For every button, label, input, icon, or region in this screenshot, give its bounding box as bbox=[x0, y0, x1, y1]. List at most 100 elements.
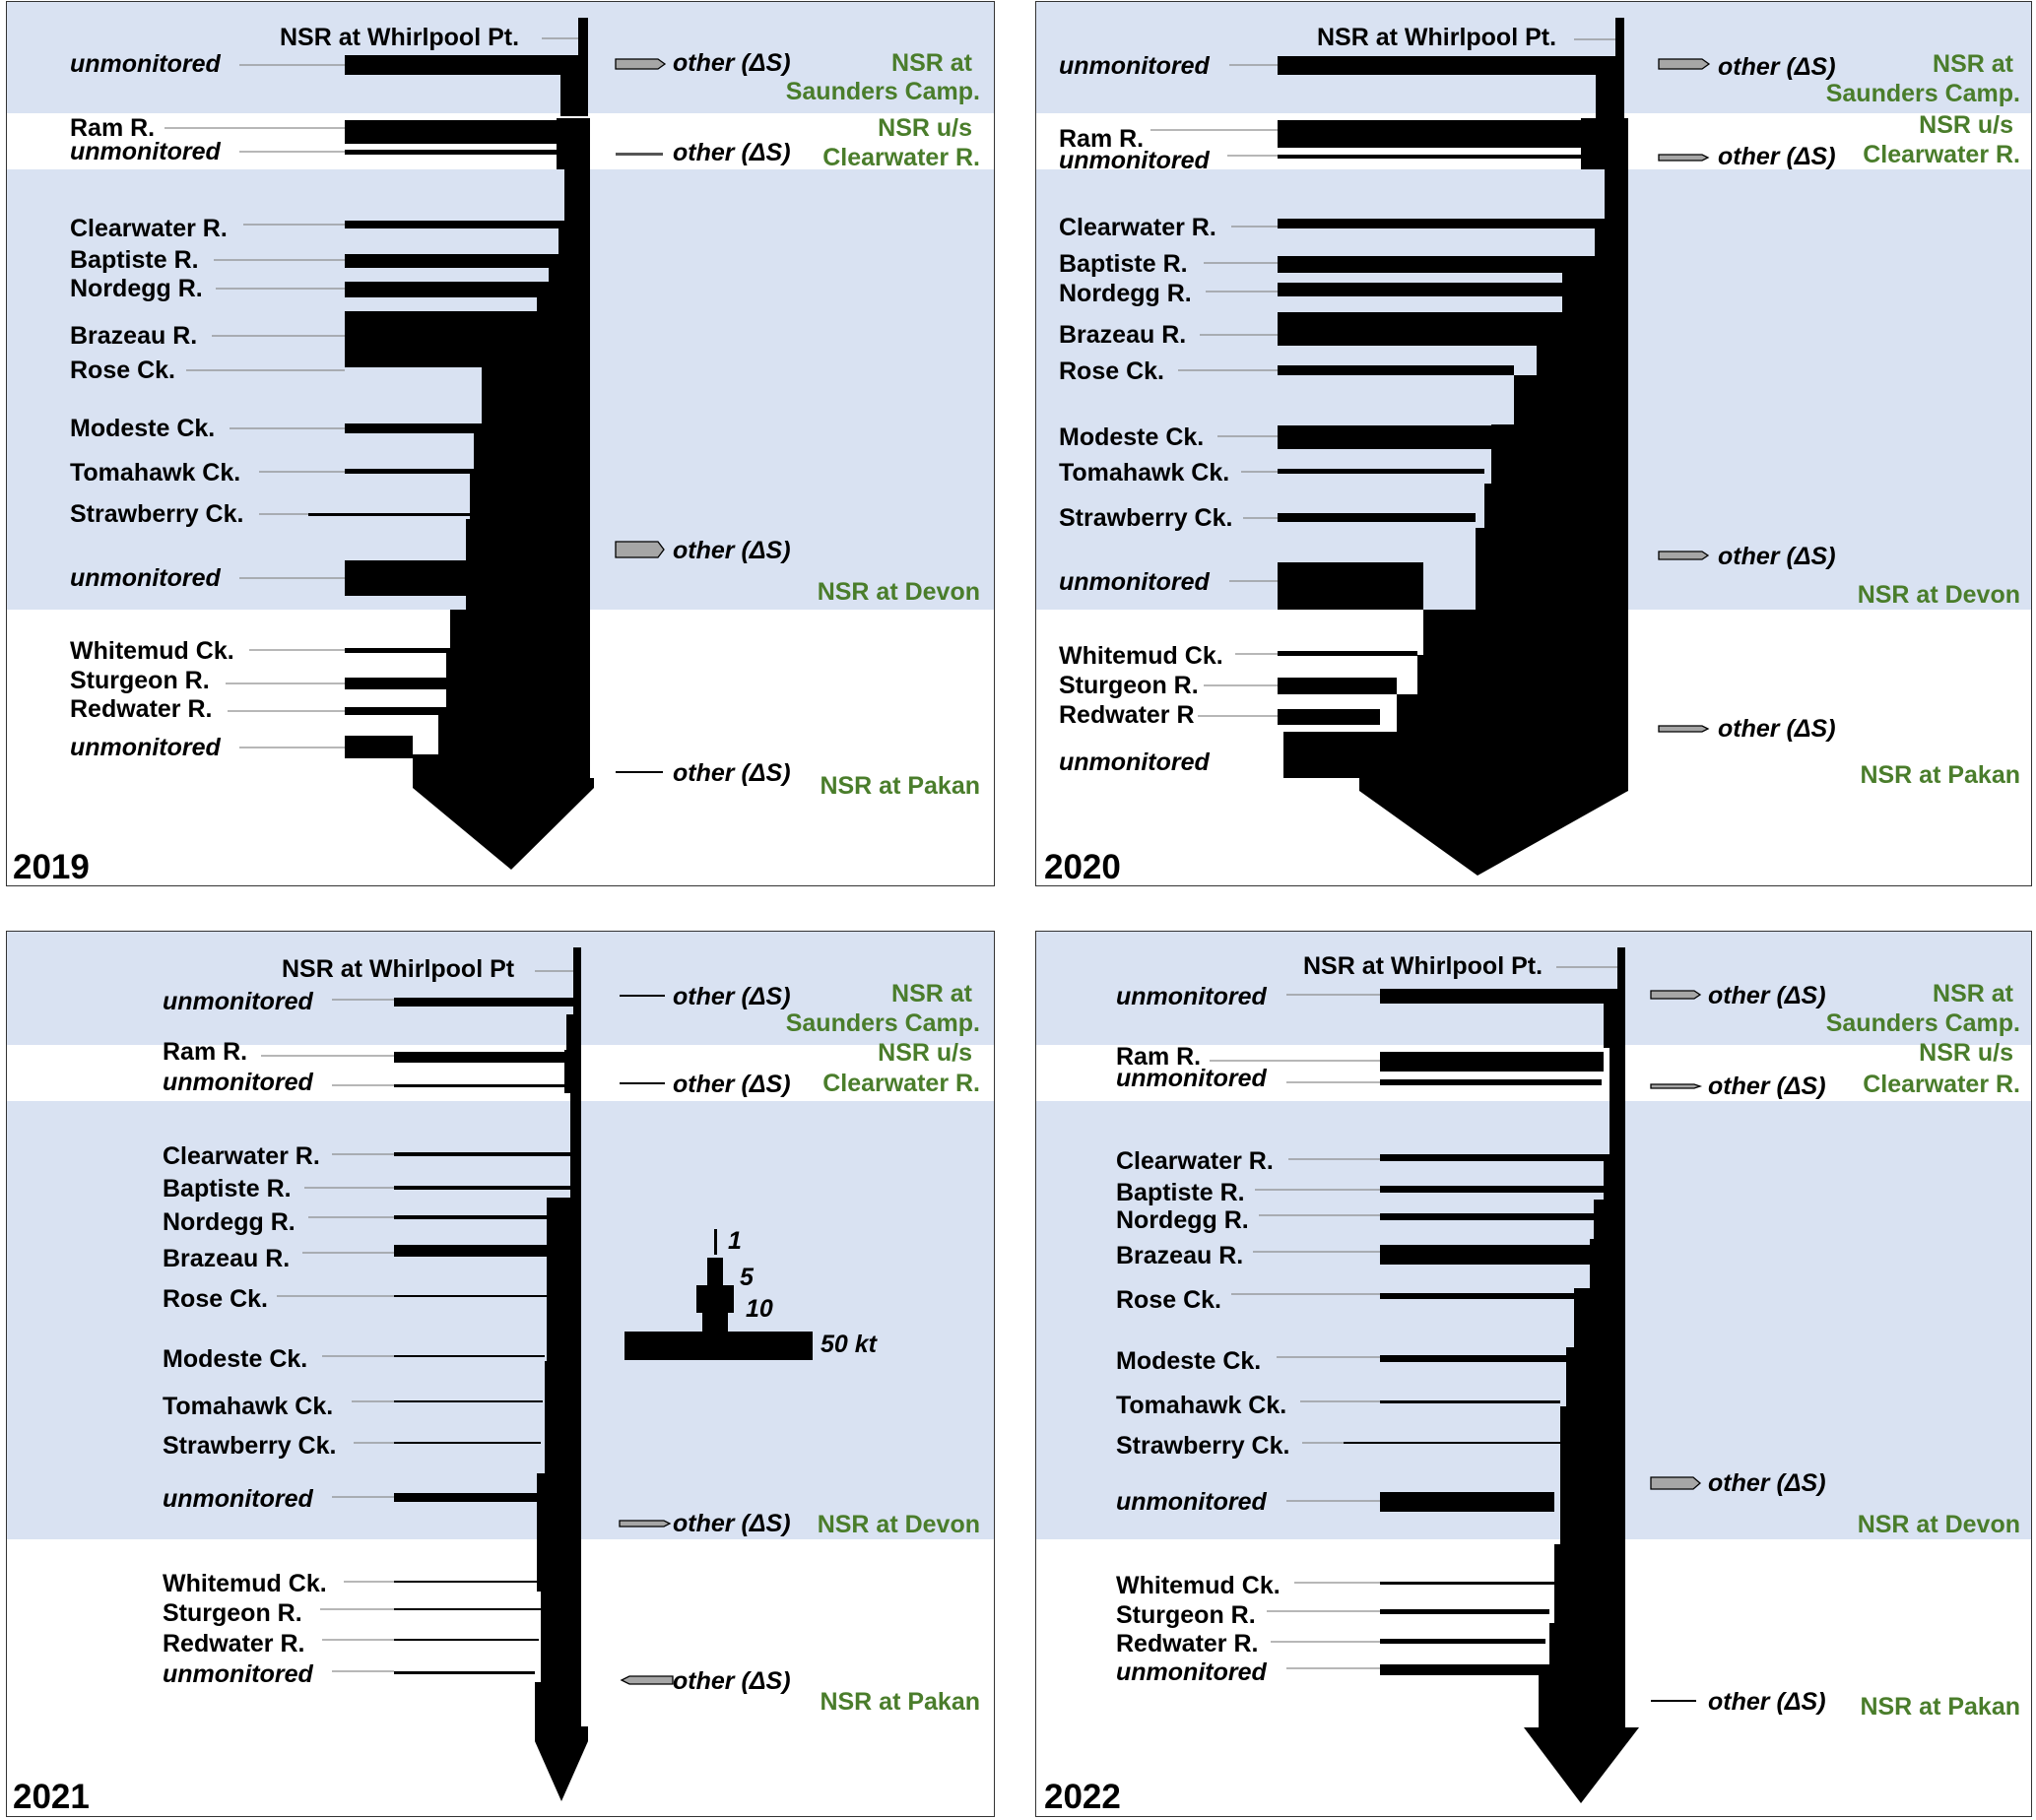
trib-whitemud bbox=[1278, 651, 1417, 656]
scale-label-10: 10 bbox=[746, 1295, 773, 1323]
trib-baptiste bbox=[345, 254, 558, 268]
trib-strawberry bbox=[1344, 1442, 1560, 1444]
other-label: other (ΔS) bbox=[673, 983, 791, 1010]
trib-label: Clearwater R. bbox=[70, 215, 228, 242]
trib-label: Baptiste R. bbox=[163, 1175, 292, 1202]
trib-modeste bbox=[1278, 425, 1491, 449]
trib-label: Nordegg R. bbox=[163, 1208, 296, 1236]
station-whirlpool: NSR at Whirlpool Pt. bbox=[1303, 952, 1543, 980]
trib-label: Tomahawk Ck. bbox=[1116, 1392, 1286, 1419]
trib-label: unmonitored bbox=[163, 1485, 313, 1513]
trib-label: Modeste Ck. bbox=[70, 415, 215, 442]
trib-ram bbox=[345, 120, 561, 144]
trib-tomahawk bbox=[394, 1400, 543, 1402]
trib-rose bbox=[345, 361, 494, 367]
trib-unmonitored-2 bbox=[345, 150, 557, 155]
other-label: other (ΔS) bbox=[1718, 715, 1836, 743]
tributary-bars bbox=[1344, 989, 1617, 1675]
other-label: other (ΔS) bbox=[673, 759, 791, 787]
trib-sturgeon bbox=[1278, 678, 1397, 694]
trib-label: unmonitored bbox=[1059, 147, 1210, 174]
trib-label: unmonitored bbox=[70, 138, 221, 165]
trib-label: unmonitored bbox=[163, 1660, 313, 1688]
station-devon: NSR at Devon bbox=[1858, 581, 2020, 609]
station-us-clearwater-line1: NSR u/s bbox=[878, 114, 972, 142]
trib-ram bbox=[1380, 1052, 1604, 1072]
trib-label: unmonitored bbox=[70, 50, 221, 78]
trib-label: Redwater R bbox=[1059, 701, 1195, 729]
other-label: other (ΔS) bbox=[1718, 543, 1836, 570]
other-label: other (ΔS) bbox=[1708, 982, 1826, 1009]
station-saunders-line2: Saunders Camp. bbox=[1826, 80, 2020, 107]
trib-label: Modeste Ck. bbox=[1116, 1347, 1261, 1375]
leader-lines bbox=[261, 970, 573, 1672]
scale-label-50: 50 kt bbox=[821, 1331, 879, 1358]
tributary-bars bbox=[1278, 56, 1615, 778]
other-arrow-3 bbox=[1658, 551, 1710, 560]
other-arrow-2 bbox=[1658, 154, 1710, 162]
trib-label: Tomahawk Ck. bbox=[163, 1393, 333, 1420]
station-us-clearwater-line2: Clearwater R. bbox=[1863, 141, 2020, 168]
year-label: 2022 bbox=[1044, 1778, 1121, 1816]
trib-label: Sturgeon R. bbox=[70, 667, 210, 694]
trib-label: Brazeau R. bbox=[1116, 1242, 1243, 1269]
station-us-clearwater-line2: Clearwater R. bbox=[822, 144, 980, 171]
leader-lines bbox=[1210, 966, 1617, 1669]
trib-label: Whitemud Ck. bbox=[1059, 642, 1223, 670]
trib-modeste bbox=[345, 423, 482, 433]
trib-baptiste bbox=[394, 1186, 570, 1190]
other-arrow-4 bbox=[620, 1675, 674, 1685]
trib-label: Baptiste R. bbox=[70, 246, 199, 274]
trib-label: unmonitored bbox=[1116, 1065, 1267, 1092]
sankey-2021: 1 5 10 50 kt NSR at Whirlpool Pt NSR at … bbox=[7, 932, 994, 1816]
scale-label-1: 1 bbox=[728, 1227, 742, 1255]
trib-label: unmonitored bbox=[163, 988, 313, 1015]
trib-label: Strawberry Ck. bbox=[1116, 1432, 1289, 1460]
panel-2019: NSR at Whirlpool Pt. NSR at Saunders Cam… bbox=[6, 1, 995, 886]
trib-nordegg bbox=[394, 1215, 566, 1219]
trib-unmonitored-3 bbox=[1278, 562, 1423, 610]
trib-nordegg bbox=[1380, 1213, 1594, 1220]
trib-nordegg bbox=[1278, 283, 1562, 296]
main-flow bbox=[1524, 947, 1639, 1803]
scale-bar-10 bbox=[696, 1285, 734, 1313]
trib-label: Rose Ck. bbox=[163, 1285, 268, 1313]
trib-whitemud bbox=[345, 648, 450, 653]
other-arrow-2 bbox=[1650, 1083, 1703, 1089]
station-pakan: NSR at Pakan bbox=[1860, 761, 2020, 789]
leader-lines bbox=[1150, 38, 1615, 717]
band-saunders bbox=[1036, 932, 2031, 1045]
station-whirlpool: NSR at Whirlpool Pt. bbox=[280, 24, 519, 51]
other-arrow-1 bbox=[615, 58, 667, 70]
sankey-2022: NSR at Whirlpool Pt. NSR at Saunders Cam… bbox=[1036, 932, 2031, 1816]
trib-label: Redwater R. bbox=[163, 1630, 304, 1658]
trib-modeste bbox=[1380, 1355, 1566, 1362]
trib-label: unmonitored bbox=[1116, 1488, 1267, 1516]
scale-bar-1 bbox=[714, 1229, 717, 1255]
trib-label: Tomahawk Ck. bbox=[70, 459, 240, 487]
station-pakan: NSR at Pakan bbox=[1860, 1693, 2020, 1721]
station-whirlpool: NSR at Whirlpool Pt bbox=[282, 955, 515, 983]
trib-brazeau bbox=[1278, 312, 1537, 346]
trib-label: Whitemud Ck. bbox=[1116, 1572, 1281, 1599]
station-pakan: NSR at Pakan bbox=[820, 772, 980, 800]
trib-rose bbox=[394, 1295, 547, 1297]
trib-brazeau bbox=[345, 311, 537, 361]
station-saunders-line2: Saunders Camp. bbox=[786, 1009, 980, 1037]
trib-tomahawk bbox=[1380, 1400, 1560, 1403]
trib-label: Nordegg R. bbox=[1116, 1206, 1249, 1234]
trib-label: Brazeau R. bbox=[70, 322, 197, 350]
panel-2020: NSR at Whirlpool Pt. NSR at Saunders Cam… bbox=[1035, 1, 2032, 886]
station-us-clearwater-line1: NSR u/s bbox=[1919, 1039, 2013, 1067]
station-saunders-line1: NSR at bbox=[1933, 50, 2014, 78]
trib-clearwater bbox=[345, 221, 564, 228]
trib-strawberry bbox=[394, 1442, 541, 1444]
band-saunders bbox=[7, 932, 994, 1045]
trib-label: Ram R. bbox=[1059, 125, 1144, 153]
trib-label: unmonitored bbox=[1059, 52, 1210, 80]
other-label: other (ΔS) bbox=[673, 537, 791, 564]
other-arrow-2 bbox=[616, 153, 663, 156]
trib-unmonitored-1 bbox=[345, 55, 581, 75]
scale-label-5: 5 bbox=[740, 1264, 755, 1291]
trib-label: Nordegg R. bbox=[1059, 280, 1192, 307]
